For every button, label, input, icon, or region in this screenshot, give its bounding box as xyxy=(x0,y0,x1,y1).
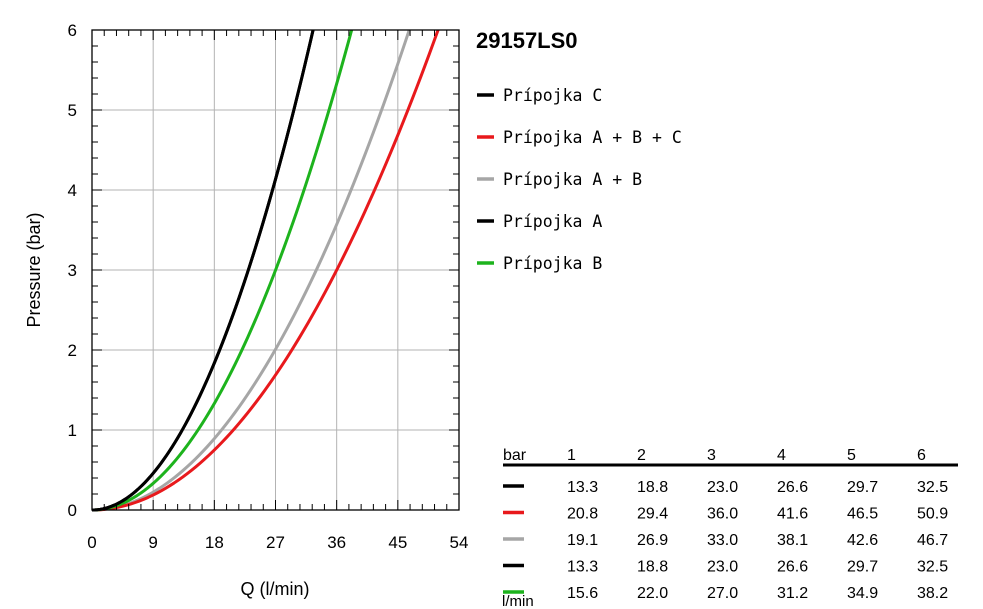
table-cell: 38.1 xyxy=(777,532,808,549)
table-column-header: 5 xyxy=(847,447,856,464)
x-tick-label: 27 xyxy=(266,533,285,552)
x-tick-label: 54 xyxy=(450,533,469,552)
legend-label: Prípojka C xyxy=(503,86,602,105)
y-tick-label: 3 xyxy=(68,261,77,280)
table-cell: 31.2 xyxy=(777,585,808,602)
table-cell: 27.0 xyxy=(707,585,738,602)
y-tick-label: 5 xyxy=(68,101,77,120)
table-cell: 50.9 xyxy=(917,506,948,523)
series-line-1 xyxy=(91,29,440,512)
y-tick-label: 2 xyxy=(68,341,77,360)
series-curves xyxy=(91,29,440,512)
table-cell: 46.5 xyxy=(847,506,878,523)
table-cell: 38.2 xyxy=(917,585,948,602)
table-cell: 18.8 xyxy=(637,559,668,576)
table-column-header: 4 xyxy=(777,447,786,464)
table-cell: 34.9 xyxy=(847,585,878,602)
x-tick-label: 36 xyxy=(327,533,346,552)
table-cell: 29.7 xyxy=(847,559,878,576)
y-tick-label: 4 xyxy=(68,181,77,200)
table-cell: 36.0 xyxy=(707,506,738,523)
chart-title: 29157LS0 xyxy=(476,28,578,53)
table-unit-label: l/min xyxy=(502,593,534,609)
y-tick-label: 1 xyxy=(68,421,77,440)
table-column-header: 6 xyxy=(917,447,926,464)
x-tick-label: 0 xyxy=(87,533,96,552)
table-cell: 13.3 xyxy=(567,479,598,496)
legend: Prípojka C Prípojka A + B + C Prípojka A +… xyxy=(477,86,682,273)
table-cell: 32.5 xyxy=(917,559,948,576)
table-cell: 19.1 xyxy=(567,532,598,549)
table-cell: 23.0 xyxy=(707,479,738,496)
table-cell: 32.5 xyxy=(917,479,948,496)
table-cell: 33.0 xyxy=(707,532,738,549)
table-column-header: 2 xyxy=(637,447,646,464)
table-header-label: bar xyxy=(503,447,527,464)
series-line-4 xyxy=(91,29,354,512)
y-tick-label: 6 xyxy=(68,21,77,40)
table-cell: 41.6 xyxy=(777,506,808,523)
table-column-header: 3 xyxy=(707,447,716,464)
table-cell: 42.6 xyxy=(847,532,878,549)
table-cell: 26.9 xyxy=(637,532,668,549)
x-tick-label: 9 xyxy=(148,533,157,552)
x-tick-label: 45 xyxy=(388,533,407,552)
table-cell: 18.8 xyxy=(637,479,668,496)
table-cell: 23.0 xyxy=(707,559,738,576)
y-tick-label: 0 xyxy=(68,501,77,520)
y-axis-title: Pressure (bar) xyxy=(24,212,44,327)
x-tick-label: 18 xyxy=(205,533,224,552)
table-cell: 46.7 xyxy=(917,532,948,549)
legend-label: Prípojka A xyxy=(503,212,602,231)
table-cell: 15.6 xyxy=(567,585,598,602)
table-cell: 13.3 xyxy=(567,559,598,576)
table-cell: 26.6 xyxy=(777,479,808,496)
table-cell: 26.6 xyxy=(777,559,808,576)
table-cell: 29.7 xyxy=(847,479,878,496)
legend-label: Prípojka A + B + C xyxy=(503,128,682,147)
legend-label: Prípojka A + B xyxy=(503,170,642,189)
table-cell: 22.0 xyxy=(637,585,668,602)
legend-label: Prípojka B xyxy=(503,254,602,273)
series-line-0 xyxy=(91,29,315,512)
table-cell: 29.4 xyxy=(637,506,668,523)
series-line-2 xyxy=(91,29,411,512)
x-axis-title: Q (l/min) xyxy=(241,579,310,599)
table-column-header: 1 xyxy=(567,447,576,464)
data-table: bar 1 2 3 4 5 6 13.3 18.8 23.0 26.6 29.7 32.5 20.8 29.… xyxy=(502,447,958,609)
table-cell: 20.8 xyxy=(567,506,598,523)
